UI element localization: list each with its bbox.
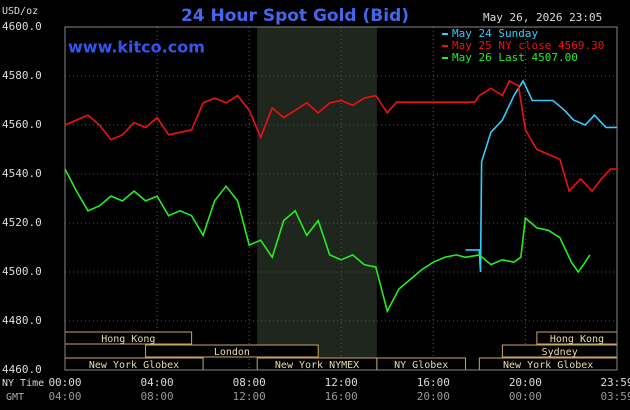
session-label: New York NYMEX	[275, 360, 359, 371]
x2-tick-label: 20:00	[417, 390, 450, 403]
session-label: New York Globex	[503, 360, 593, 371]
x2-tick-label: 08:00	[141, 390, 174, 403]
y-tick-label: 4480.0	[2, 314, 42, 327]
series-line	[64, 168, 591, 314]
x-tick-label: 20:00	[509, 376, 542, 389]
x2-tick-label: 12:00	[233, 390, 266, 403]
legend-label: May 24 Sunday	[452, 27, 538, 40]
x-tick-label: 23:59	[600, 376, 630, 389]
session-label: Hong Kong	[550, 334, 604, 345]
x2-axis-label: GMT	[6, 392, 24, 403]
plot-frame	[64, 26, 618, 371]
y-tick-label: 4560.0	[2, 118, 42, 131]
x2-tick-label: 03:59	[600, 390, 630, 403]
x2-tick-label: 00:00	[509, 390, 542, 403]
x2-tick-label: 16:00	[325, 390, 358, 403]
session-label: NY Globex	[394, 360, 448, 371]
chart-title: 24 Hour Spot Gold (Bid)	[181, 6, 409, 26]
y-tick-label: 4580.0	[2, 69, 42, 82]
series-line	[465, 79, 617, 273]
y-tick-label: 4460.0	[2, 363, 42, 376]
y-tick-label: 4600.0	[2, 20, 42, 33]
session-label: New York Globex	[89, 360, 179, 371]
x2-tick-label: 04:00	[48, 390, 81, 403]
x-tick-label: 08:00	[233, 376, 266, 389]
x-tick-label: 00:00	[48, 376, 81, 389]
y-tick-label: 4500.0	[2, 265, 42, 278]
timestamp: May 26, 2026 23:05	[483, 11, 602, 24]
legend-label: May 25 NY close 4569.30	[452, 39, 604, 52]
y-axis-label: USD/oz	[2, 6, 38, 17]
x-tick-label: 16:00	[417, 376, 450, 389]
y-tick-label: 4540.0	[2, 167, 42, 180]
shaded-region	[257, 27, 377, 370]
y-tick-label: 4520.0	[2, 216, 42, 229]
session-label: London	[214, 347, 250, 358]
legend-label: May 26 Last 4507.00	[452, 51, 578, 64]
watermark: www.kitco.com	[68, 38, 205, 57]
session-label: Sydney	[542, 347, 578, 358]
x-axis-label: NY Time	[2, 378, 44, 389]
session-label: Hong Kong	[101, 334, 155, 345]
series-line	[64, 79, 617, 193]
session-box	[145, 344, 319, 358]
x-tick-label: 12:00	[325, 376, 358, 389]
x-tick-label: 04:00	[141, 376, 174, 389]
